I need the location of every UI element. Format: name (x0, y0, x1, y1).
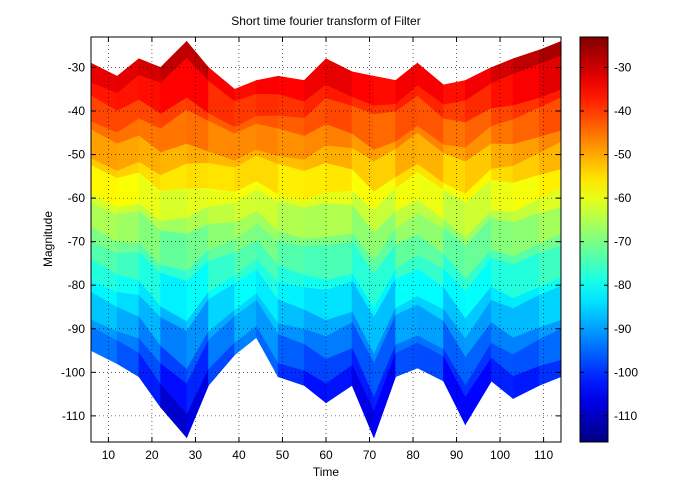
surface-patch (303, 202, 327, 240)
y-tick-label: -110 (62, 409, 85, 423)
x-tick-label: 100 (490, 448, 510, 462)
surface-patches (91, 40, 561, 439)
x-tick-label: 70 (363, 448, 377, 462)
surface-patch (538, 89, 561, 109)
surface-patch (303, 245, 327, 281)
surface-patch (208, 162, 235, 193)
y-tick-label: -90 (68, 322, 86, 336)
surface-patch (538, 55, 561, 99)
surface-patch (538, 277, 561, 296)
y-tick-label: -60 (68, 191, 86, 205)
surface-patch (160, 230, 187, 272)
colorbar-tick-label: -30 (614, 60, 632, 74)
surface-patch (116, 172, 140, 208)
y-tick-label: -80 (68, 278, 86, 292)
surface-patch (325, 241, 353, 281)
colorbar-tick-label: -110 (614, 409, 637, 423)
surface-patch (538, 187, 561, 214)
colorbar-tick-label: -40 (614, 104, 632, 118)
surface-patch (256, 93, 279, 117)
x-tick-label: 40 (232, 448, 246, 462)
x-tick-label: 110 (534, 448, 553, 462)
x-tick-label: 20 (145, 448, 159, 462)
surface-patch (538, 359, 561, 386)
surface-patch (538, 206, 561, 245)
x-axis-label: Time (313, 465, 340, 479)
colorbar-tick-label: -50 (614, 148, 632, 162)
x-axis-ticks: 10 20 30 40 50 60 70 80 90 100 110 (102, 37, 553, 462)
x-tick-label: 60 (319, 448, 333, 462)
surface-patch (538, 285, 561, 329)
x-tick-label: 10 (102, 448, 116, 462)
x-tick-label: 90 (450, 448, 464, 462)
colorbar-tick-label: -70 (614, 235, 632, 249)
surface-patch (373, 75, 396, 107)
surface-patch (116, 211, 140, 244)
surface-patch (160, 188, 187, 222)
surface-patch (538, 245, 561, 288)
surface-patch (186, 162, 209, 190)
y-axis-ticks: -30 -40 -50 -60 -70 -80 -90 -100 -110 (61, 60, 561, 423)
colorbar-tick-label: -80 (614, 278, 632, 292)
surface-patch (538, 141, 561, 176)
surface-patch (491, 143, 514, 170)
x-tick-label: 30 (189, 448, 203, 462)
colorbar-tick-label: -90 (614, 322, 632, 336)
surface-patch (325, 202, 353, 238)
y-tick-label: -40 (68, 104, 86, 118)
y-tick-label: -100 (61, 365, 85, 379)
y-tick-label: -30 (68, 60, 86, 74)
surface-patch (538, 130, 561, 154)
x-tick-label: 80 (406, 448, 420, 462)
colorbar-ticks: -30 -40 -50 -60 -70 -80 -90 -100 -110 (580, 60, 638, 423)
surface-patch (443, 118, 466, 149)
surface-patch (116, 241, 140, 254)
chart-title: Short time fourier transform of Filter (231, 14, 420, 28)
surface-patch (538, 233, 561, 254)
y-tick-label: -70 (68, 235, 86, 249)
x-tick-label: 50 (276, 448, 290, 462)
surface-patch (538, 328, 561, 367)
colorbar-tick-label: -100 (614, 365, 638, 379)
surface-patch (491, 179, 514, 213)
surface-patch (538, 319, 561, 341)
y-axis-label: Magnitude (41, 211, 55, 267)
surface-patch (208, 203, 235, 225)
colorbar-tick-label: -60 (614, 191, 632, 205)
colorbar (579, 36, 609, 443)
surface-patch (538, 97, 561, 138)
y-tick-label: -50 (68, 148, 86, 162)
surface-patch (538, 169, 561, 200)
surface-patch (538, 41, 561, 65)
